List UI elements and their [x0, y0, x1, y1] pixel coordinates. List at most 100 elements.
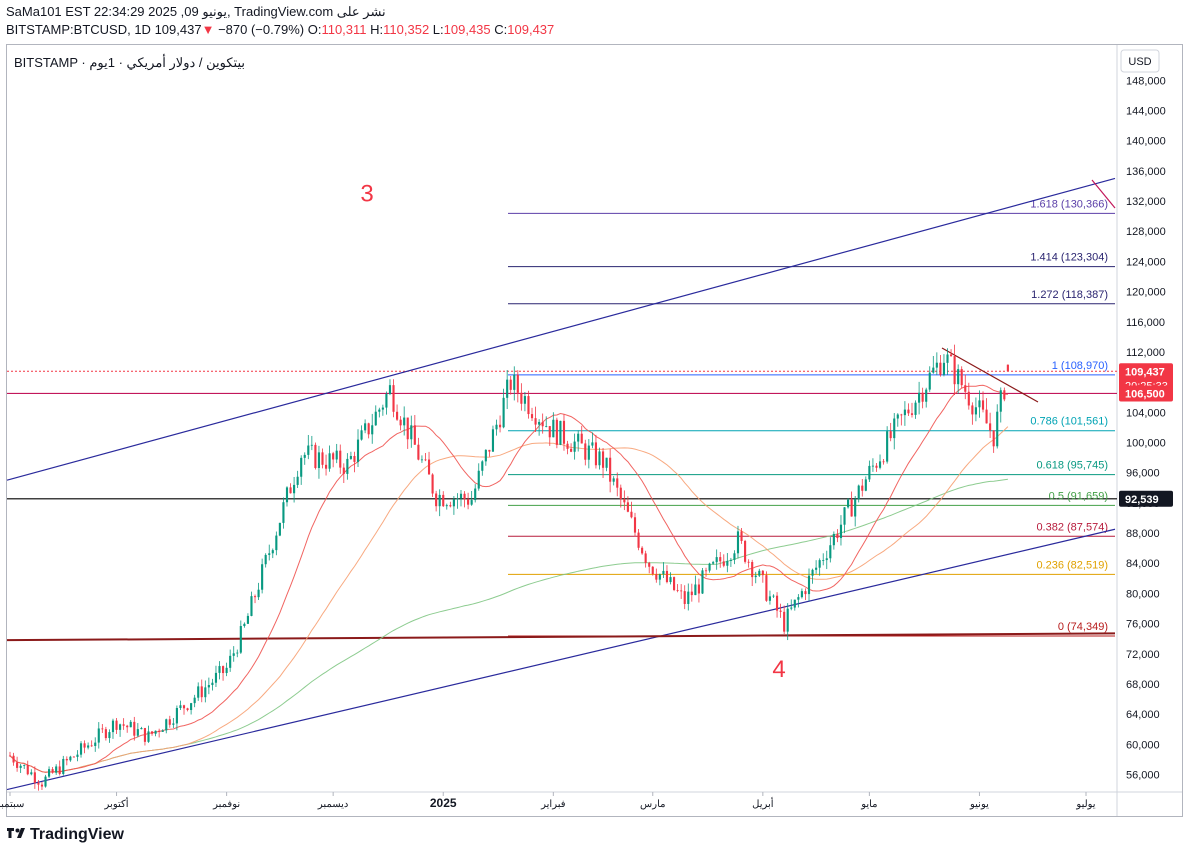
candle — [474, 484, 477, 503]
candle-body — [424, 459, 427, 461]
candle — [459, 490, 463, 507]
candle — [435, 490, 438, 512]
candle-body — [729, 559, 732, 561]
candle-body — [488, 449, 491, 452]
candle — [62, 755, 65, 776]
candle — [236, 649, 239, 658]
candle — [928, 366, 931, 392]
candle-body — [626, 502, 629, 512]
candle — [552, 412, 555, 438]
candle — [754, 571, 757, 584]
x-tick-label: يوليو — [1075, 799, 1095, 810]
candle-body — [94, 742, 97, 746]
candle — [989, 412, 992, 438]
candle — [321, 448, 324, 469]
candle-body — [836, 533, 839, 539]
candle — [967, 382, 970, 410]
candle-body — [779, 610, 782, 612]
candle-body — [598, 451, 601, 466]
candle-body — [463, 493, 466, 500]
candle — [985, 398, 988, 424]
price-chart[interactable]: BITSTAMP · بيتكوين / دولار أمريكي · 1يوم… — [0, 0, 1189, 820]
candle — [786, 603, 789, 641]
candle-body — [957, 369, 960, 385]
candle — [23, 764, 26, 769]
symbol-name[interactable]: BITSTAMP:BTCUSD, 1D — [6, 22, 151, 37]
candle-body — [747, 561, 750, 563]
candle-body — [687, 591, 690, 604]
candle — [214, 665, 218, 687]
candle-body — [857, 485, 860, 500]
x-tick-label: أبريل — [752, 797, 774, 810]
candle-body — [694, 584, 697, 596]
candle-body — [275, 535, 278, 551]
candle-body — [616, 478, 619, 488]
candle — [502, 388, 505, 429]
candle-body — [79, 743, 83, 755]
y-tick-label: 96,000 — [1126, 468, 1160, 480]
candle-body — [179, 705, 182, 709]
candle — [779, 603, 782, 618]
candle-body — [701, 570, 704, 594]
candle — [825, 550, 828, 570]
candle — [669, 572, 672, 585]
candle-body — [193, 697, 196, 704]
candle-body — [786, 608, 789, 632]
candle — [818, 558, 821, 576]
candle — [388, 379, 392, 396]
open-value: 110,311 — [321, 22, 367, 37]
candle-body — [207, 685, 210, 688]
candle — [733, 550, 736, 565]
candle-body — [392, 385, 395, 412]
high-value: 110,352 — [383, 22, 430, 37]
fib-level-label: 0.5 (91,659) — [1049, 490, 1108, 502]
candle-body — [804, 591, 807, 595]
candle-body — [26, 764, 29, 775]
candle-body — [981, 400, 985, 410]
candle-body — [974, 407, 977, 415]
candle — [150, 731, 154, 736]
candle — [822, 553, 825, 566]
fib-level-label: 1.414 (123,304) — [1030, 252, 1108, 264]
candle — [72, 756, 75, 758]
down-arrow-icon: ▼ — [201, 22, 215, 37]
candle-body — [566, 443, 569, 449]
x-tick-label: مايو — [860, 799, 877, 810]
candle-body — [158, 730, 161, 732]
candle — [839, 515, 843, 546]
candle — [481, 460, 484, 476]
candle — [935, 352, 938, 376]
candle-body — [506, 379, 509, 398]
last-price: 109,437 — [154, 22, 202, 37]
candle-body — [878, 461, 882, 468]
candle-body — [580, 433, 583, 444]
candle-body — [314, 444, 317, 469]
candle-body — [491, 429, 495, 452]
trendline-wave-marker — [1091, 179, 1116, 209]
candle-body — [8, 755, 12, 757]
candle — [900, 413, 903, 426]
candle-body — [637, 532, 640, 548]
candle-body — [818, 560, 821, 568]
candle — [342, 463, 345, 483]
candle-body — [733, 553, 736, 560]
candle — [427, 451, 431, 475]
candle — [271, 548, 274, 559]
candle-body — [126, 725, 129, 728]
candle-body — [484, 449, 487, 462]
fib-level-label: 0.618 (95,745) — [1036, 460, 1108, 472]
candle-body — [648, 562, 651, 567]
candle — [456, 493, 459, 509]
candle — [875, 462, 878, 472]
candle-body — [935, 362, 938, 368]
chart-title: BITSTAMP · بيتكوين / دولار أمريكي · 1يوم — [14, 54, 245, 71]
candle — [26, 760, 29, 776]
candle-body — [23, 764, 26, 766]
candle — [676, 584, 679, 593]
candle-body — [971, 405, 974, 415]
wave-label: 4 — [772, 656, 785, 683]
high-label: H: — [370, 22, 384, 37]
candle-body — [928, 372, 931, 390]
candle-body — [658, 574, 661, 580]
candle-body — [775, 595, 779, 611]
